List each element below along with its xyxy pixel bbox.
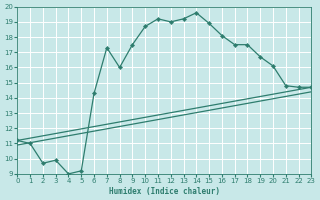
X-axis label: Humidex (Indice chaleur): Humidex (Indice chaleur) [109, 187, 220, 196]
